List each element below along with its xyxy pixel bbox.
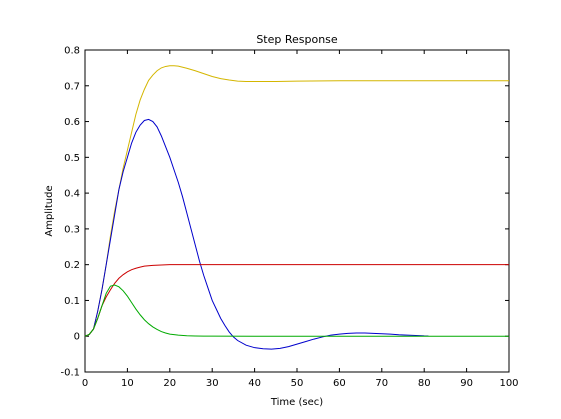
plot-area bbox=[84, 49, 510, 373]
x-tick-label: 90 bbox=[460, 378, 473, 389]
chart-title: Step Response bbox=[256, 33, 338, 46]
x-axis-label: Time (sec) bbox=[270, 397, 323, 408]
x-tick-label: 30 bbox=[206, 378, 219, 389]
y-tick-label: 0 bbox=[74, 332, 80, 343]
y-tick-label: 0.1 bbox=[64, 296, 80, 307]
x-tick-label: 20 bbox=[163, 378, 176, 389]
series-line-4 bbox=[84, 284, 509, 337]
x-tick-label: 10 bbox=[121, 378, 134, 389]
y-tick-label: -0.1 bbox=[60, 368, 80, 379]
y-tick-label: 0.5 bbox=[64, 153, 80, 164]
x-tick-label: 50 bbox=[291, 378, 304, 389]
x-tick-label: 60 bbox=[333, 378, 346, 389]
y-tick-label: 0.8 bbox=[64, 46, 80, 57]
x-tick-label: 0 bbox=[82, 378, 88, 389]
y-tick-label: 0.3 bbox=[64, 224, 80, 235]
y-tick-label: 0.4 bbox=[64, 189, 80, 200]
x-tick-label: 100 bbox=[499, 378, 518, 389]
x-tick-label: 40 bbox=[248, 378, 261, 389]
y-tick-label: 0.2 bbox=[64, 260, 80, 271]
series-line-2 bbox=[84, 118, 429, 350]
y-tick-label: 0.7 bbox=[64, 81, 80, 92]
y-axis-label: Amplitude bbox=[44, 185, 55, 236]
x-tick-label: 70 bbox=[375, 378, 388, 389]
y-tick-label: 0.6 bbox=[64, 117, 80, 128]
x-tick-label: 80 bbox=[418, 378, 431, 389]
series-line-1 bbox=[84, 65, 509, 337]
